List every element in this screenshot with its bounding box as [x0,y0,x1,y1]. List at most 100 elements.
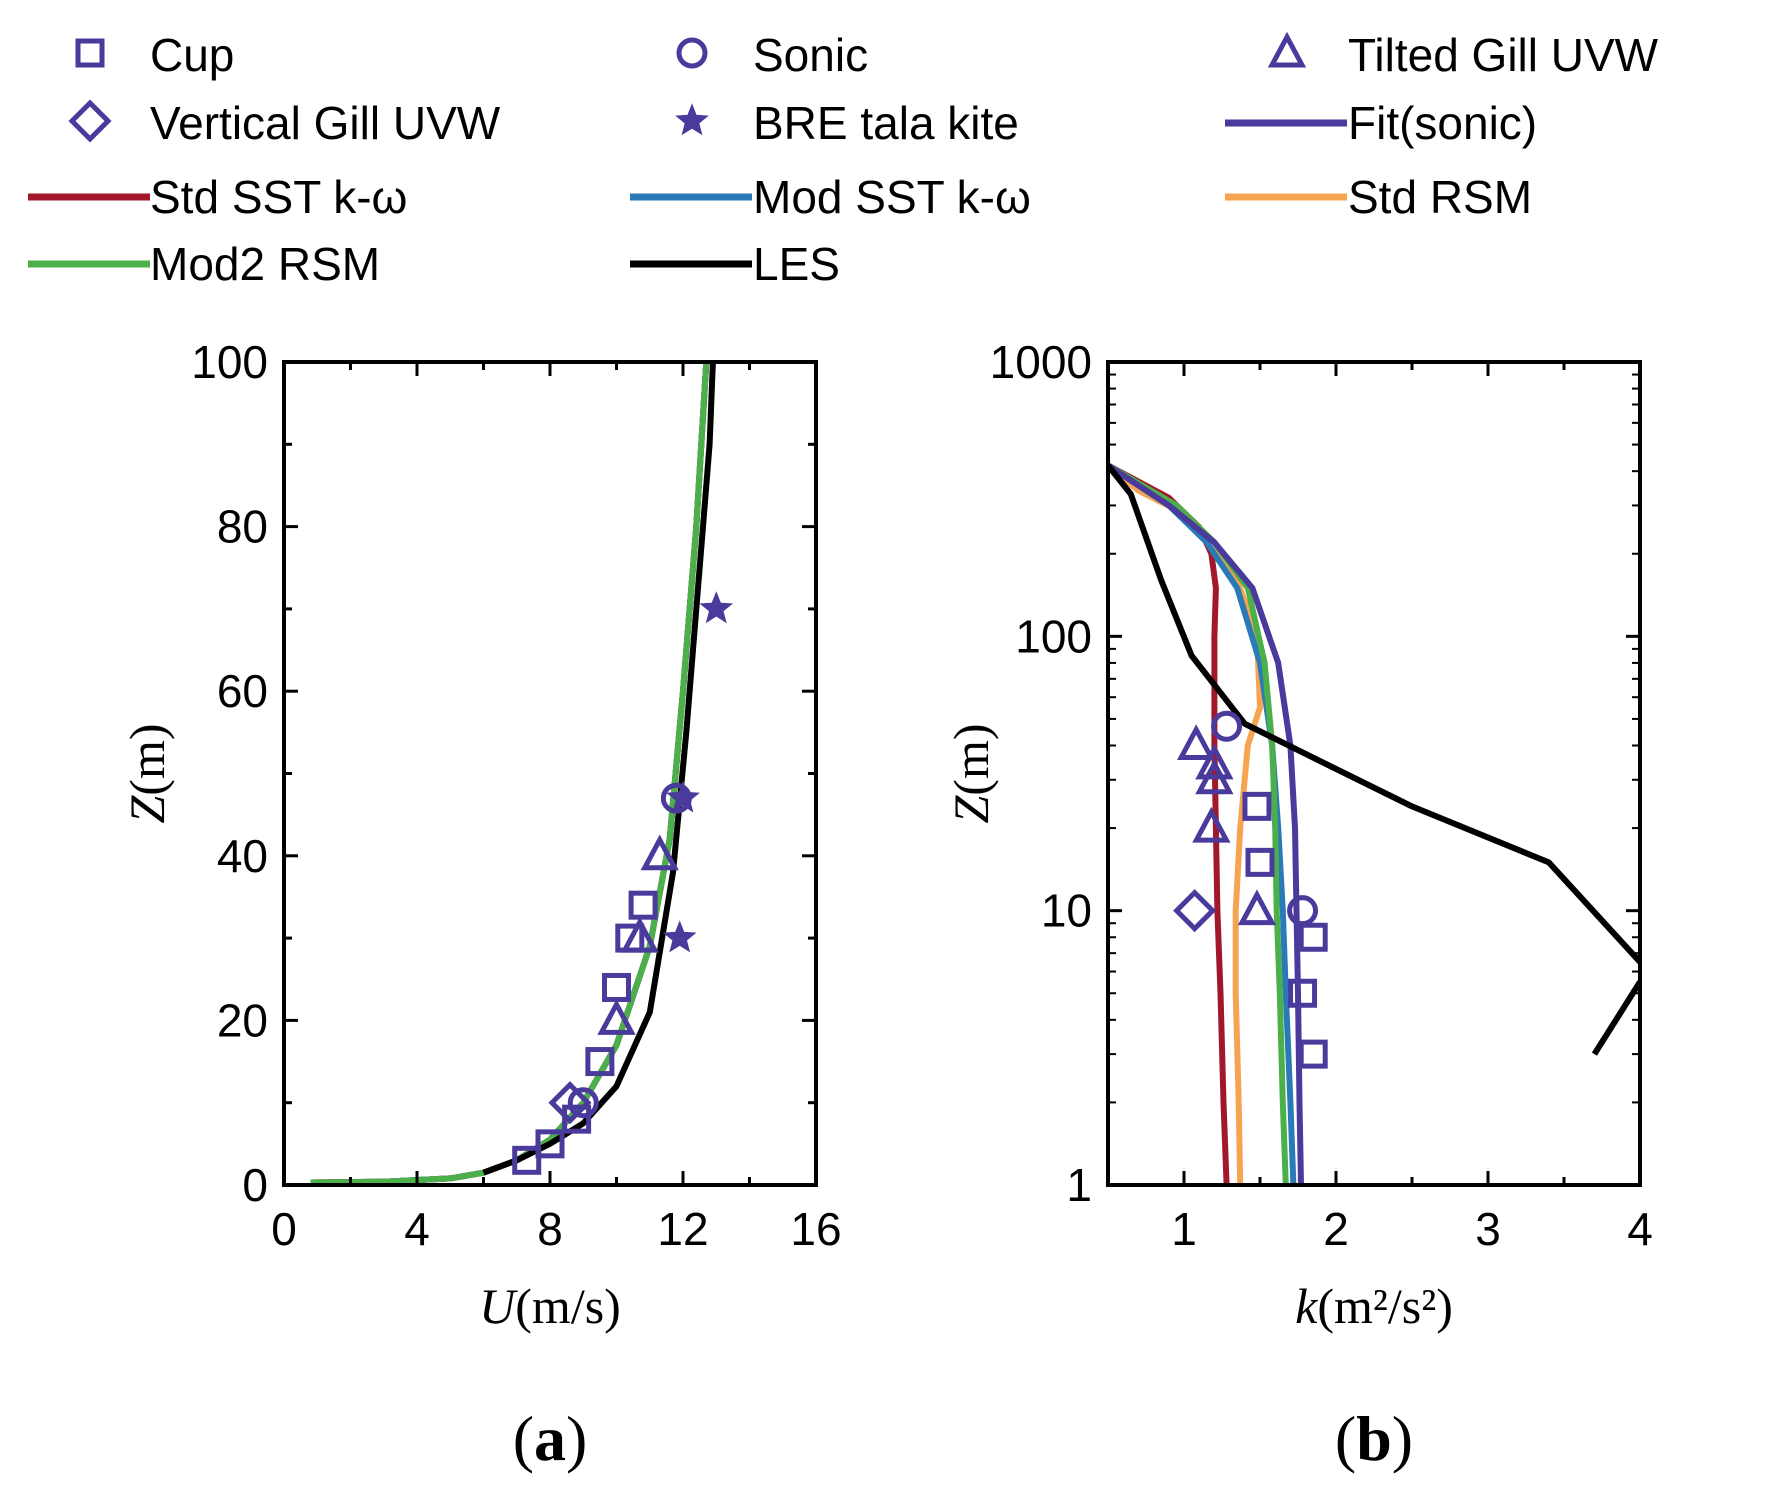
marker-cup [1242,791,1272,821]
y-tick-label: 0 [242,1159,268,1211]
legend-item-tilted-gill-uvw: Tilted Gill UVW [1267,29,1659,81]
marker-tilted-gill-uvw [1192,806,1231,843]
marker-cup [628,890,658,920]
legend-item-fit-sonic: Fit(sonic) [1225,97,1537,149]
x-tick-label: 3 [1475,1203,1501,1255]
marker-sonic [1287,895,1319,927]
y-tick-label: 10 [1041,885,1092,937]
y-axis-unit: (m) [943,723,999,795]
y-tick-label: 100 [1015,610,1092,662]
series-line-std-rsm [310,362,710,1185]
marker-bre-tala-kite [699,591,734,624]
marker-cup [602,972,631,1002]
y-tick-label: 80 [217,501,268,553]
x-axis-variable: U [479,1278,518,1334]
marker-tilted-gill-uvw [1237,889,1277,926]
y-tick-label: 1 [1066,1159,1092,1211]
y-axis-unit: (m) [119,723,175,795]
legend-label: Std RSM [1348,171,1532,223]
legend-item-sonic: Sonic [676,29,868,81]
y-tick-label: 20 [217,994,268,1046]
y-tick-label: 100 [191,336,268,388]
triangle-icon [1267,31,1307,68]
marker-layer [1173,710,1328,1069]
x-axis-label: k(m²/s²) [1295,1278,1453,1334]
x-axis-label: U(m/s) [479,1278,621,1334]
series-line-fit-sonic [310,362,710,1185]
marker-tilted-gill-uvw [1195,743,1234,780]
y-axis-variable: Z [119,795,175,824]
series-line-std-sst-k [310,362,710,1185]
panel-b: 1 2 3 4 1 10 100 1000 k(m²/s²) Z(m) (b) [943,336,1653,1474]
legend-label: Cup [150,29,234,81]
x-tick-label: 16 [790,1203,841,1255]
y-axis-label: Z(m) [943,723,999,823]
legend: Cup Sonic Tilted Gill UVW Vertical Gill UVW… [28,29,1659,290]
marker-sonic [1211,710,1243,742]
series-line-les [1108,463,1640,965]
plot-area [310,362,716,1185]
y-tick-label: 40 [217,830,268,882]
legend-label: Vertical Gill UVW [150,97,501,149]
x-tick-label: 0 [271,1203,297,1255]
marker-bre-tala-kite [662,920,697,953]
x-tick-label: 1 [1171,1203,1197,1255]
x-axis-variable: k [1295,1278,1318,1334]
series-line-std-sst-k [1108,462,1230,1185]
legend-label: LES [753,238,840,290]
axes-frame [282,360,818,1187]
legend-item-std-rsm: Std RSM [1225,171,1532,223]
star-icon [675,103,709,136]
legend-label: Mod SST k-ω [753,171,1031,223]
marker-cup [585,1047,615,1077]
marker-tilted-gill-uvw [1176,724,1216,761]
marker-tilted-gill-uvw [620,916,659,953]
marker-cup [562,1104,592,1134]
marker-cup [1288,978,1318,1008]
marker-tilted-gill-uvw [597,999,636,1035]
x-tick-label: 12 [657,1203,708,1255]
legend-item-cup: Cup [75,29,234,81]
marker-vertical-gill-uvw [1173,889,1217,933]
series-line-les [482,362,716,1176]
series-line-mod-sst-k [310,362,710,1185]
marker-cup [1298,922,1328,952]
marker-tilted-gill-uvw [640,834,679,871]
legend-item-les: LES [630,238,840,290]
y-tick-label: 1000 [990,336,1092,388]
diamond-icon [68,99,112,143]
legend-label: Fit(sonic) [1348,97,1537,149]
panel-a: 0 4 8 12 16 0 20 40 60 80 100 U(m/s) Z(m) (a) [119,336,842,1474]
x-tick-label: 8 [537,1203,563,1255]
y-axis-variable: Z [943,795,999,824]
square-icon [75,38,105,68]
marker-cup [535,1129,565,1159]
y-tick-label: 60 [217,665,268,717]
legend-label: BRE tala kite [753,97,1019,149]
panel-label: (a) [513,1403,588,1474]
circle-icon [676,37,708,69]
legend-label: Sonic [753,29,868,81]
legend-item-mod-sst-k: Mod SST k-ω [630,171,1031,223]
plot-area [1108,462,1640,1185]
legend-label: Std SST k-ω [150,171,407,223]
legend-item-std-sst-k: Std SST k-ω [28,171,407,223]
legend-label: Tilted Gill UVW [1348,29,1659,81]
series-line-mod2-rsm [1108,462,1289,1185]
marker-sonic [567,1087,599,1119]
marker-cup [512,1145,542,1175]
marker-cup [1298,1039,1328,1069]
y-axis-label: Z(m) [119,723,175,823]
legend-item-vertical-gill-uvw: Vertical Gill UVW [68,97,501,149]
axes-frame [1106,360,1642,1187]
marker-bre-tala-kite [666,780,700,813]
legend-item-mod2-rsm: Mod2 RSM [28,238,380,290]
panel-letter: a [534,1403,566,1474]
legend-item-bre-tala-kite: BRE tala kite [675,97,1019,149]
marker-cup [1245,847,1275,877]
x-axis-unit: (m²/s²) [1317,1278,1453,1334]
x-tick-label: 2 [1323,1203,1349,1255]
panel-label: (b) [1335,1403,1413,1474]
series-line-mod2-rsm [310,362,710,1185]
